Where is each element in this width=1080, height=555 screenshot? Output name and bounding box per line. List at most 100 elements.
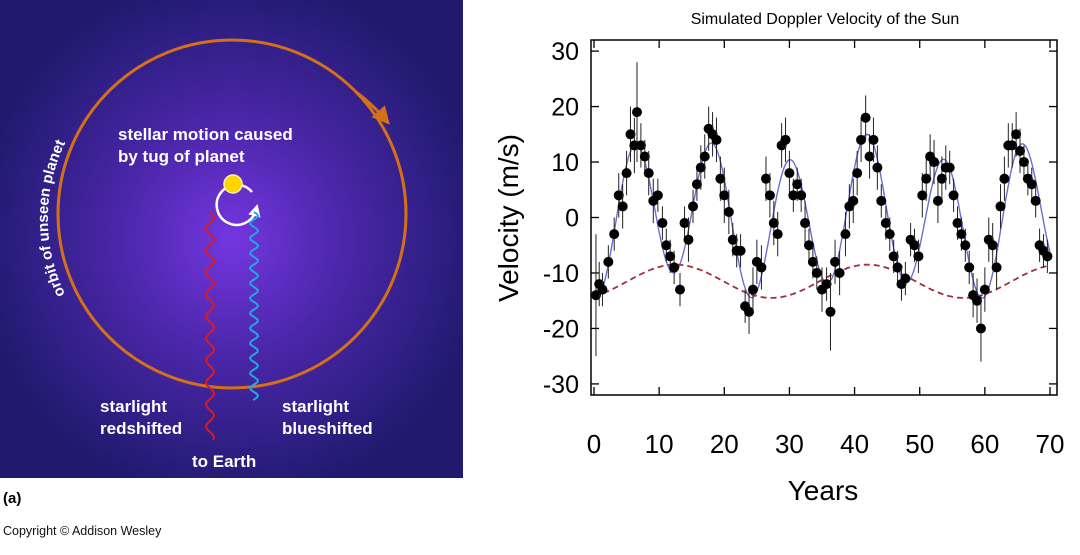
data-point: [635, 140, 646, 151]
sun-icon: [223, 174, 243, 194]
data-point: [788, 190, 799, 201]
data-point: [929, 157, 940, 168]
data-point: [695, 162, 706, 173]
data-points: [590, 62, 1053, 362]
data-point: [880, 218, 891, 229]
data-point: [872, 162, 883, 173]
data-point: [909, 240, 920, 251]
data-point: [856, 134, 867, 145]
y-tick-label: -30: [543, 371, 579, 399]
blueshift-label-2: blueshifted: [282, 419, 373, 438]
motion-label-2: by tug of planet: [118, 147, 245, 166]
data-point: [991, 262, 1002, 273]
data-point: [811, 267, 822, 278]
data-point: [674, 284, 685, 295]
data-point: [631, 107, 642, 118]
panel-letter: (a): [3, 490, 22, 507]
stellar-motion-diagram: orbit of unseen planet stellar motion ca…: [0, 0, 463, 478]
data-point: [868, 134, 879, 145]
y-tick-label: -10: [543, 260, 579, 288]
earth-label: to Earth: [192, 452, 256, 471]
data-point: [807, 256, 818, 267]
data-point: [975, 323, 986, 334]
data-point: [621, 168, 632, 179]
data-point: [900, 273, 911, 284]
data-point: [1011, 129, 1022, 140]
data-point: [840, 229, 851, 240]
data-point: [834, 267, 845, 278]
data-point: [768, 218, 779, 229]
data-point: [921, 173, 932, 184]
data-point: [987, 240, 998, 251]
y-tick-label: 10: [551, 149, 579, 177]
data-point: [617, 201, 628, 212]
blueshifted-wave: [248, 211, 260, 401]
data-point: [683, 234, 694, 245]
blueshift-label-1: starlight: [282, 397, 349, 416]
doppler-velocity-chart: Simulated Doppler Velocity of the Sun 30…: [490, 0, 1080, 550]
y-axis-label: Velocity (m/s): [493, 134, 524, 302]
data-point: [772, 229, 783, 240]
data-point: [756, 262, 767, 273]
redshift-label-2: redshifted: [100, 419, 182, 438]
data-point: [727, 234, 738, 245]
motion-label-1: stellar motion caused: [118, 125, 293, 144]
data-point: [821, 279, 832, 290]
x-tick-label: 0: [587, 429, 601, 459]
data-point: [1042, 251, 1053, 262]
data-point: [948, 190, 959, 201]
plot-frame: [590, 39, 1058, 396]
data-point: [661, 240, 672, 251]
orbit-direction-arrow-icon: [355, 90, 390, 125]
data-point: [932, 195, 943, 206]
data-point: [964, 262, 975, 273]
data-point: [597, 284, 608, 295]
data-point: [995, 201, 1006, 212]
data-point: [625, 129, 636, 140]
data-point: [944, 162, 955, 173]
planet-orbit: [56, 38, 408, 390]
data-point: [936, 173, 947, 184]
chart-title: Simulated Doppler Velocity of the Sun: [691, 11, 960, 28]
data-point: [643, 168, 654, 179]
data-point: [711, 134, 722, 145]
y-tick-label: -20: [543, 315, 579, 343]
data-point: [952, 218, 963, 229]
x-axis-label: Years: [788, 475, 859, 506]
data-point: [719, 190, 730, 201]
data-point: [780, 134, 791, 145]
data-point: [699, 151, 710, 162]
data-point: [892, 262, 903, 273]
data-point: [590, 290, 601, 301]
data-point: [884, 229, 895, 240]
data-point: [913, 251, 924, 262]
chart-svg: Simulated Doppler Velocity of the Sun 30…: [493, 11, 1064, 506]
data-point: [917, 190, 928, 201]
data-point: [639, 151, 650, 162]
data-point: [669, 262, 680, 273]
diagram-background: [0, 0, 463, 478]
data-point: [679, 218, 690, 229]
data-point: [972, 295, 983, 306]
data-point: [803, 240, 814, 251]
data-point: [715, 173, 726, 184]
data-point: [657, 218, 668, 229]
x-tick-label: 50: [905, 429, 934, 459]
data-point: [652, 190, 663, 201]
data-point: [744, 306, 755, 317]
data-point: [1015, 145, 1026, 156]
data-point: [796, 190, 807, 201]
data-point: [979, 284, 990, 295]
data-point: [1030, 195, 1041, 206]
x-tick-label: 40: [840, 429, 869, 459]
data-point: [876, 195, 887, 206]
x-tick-label: 60: [970, 429, 999, 459]
data-point: [760, 173, 771, 184]
data-point: [800, 218, 811, 229]
redshifted-wave: [204, 211, 216, 441]
data-point: [784, 168, 795, 179]
data-point: [848, 195, 859, 206]
data-point: [1026, 179, 1037, 190]
redshift-label-1: starlight: [100, 397, 167, 416]
data-point: [864, 151, 875, 162]
